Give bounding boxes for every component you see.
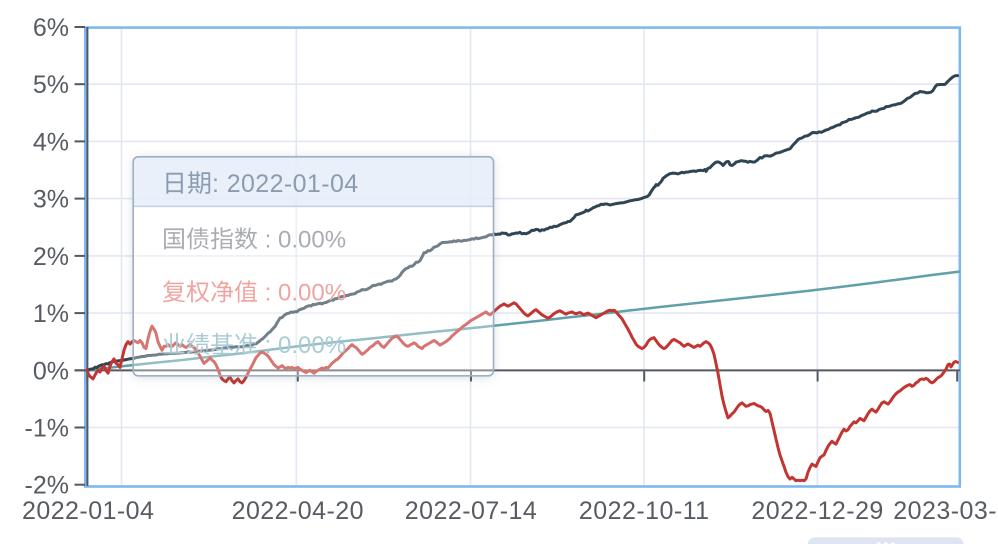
svg-text:3%: 3% (33, 186, 69, 214)
svg-text:2022-10-11: 2022-10-11 (579, 497, 710, 525)
svg-text:-1%: -1% (25, 415, 69, 443)
svg-text:4%: 4% (33, 128, 69, 156)
svg-text:2023-03-17: 2023-03-17 (893, 497, 998, 525)
svg-text:: 0.00%: : 0.00% (258, 332, 346, 359)
svg-text:: 0.00%: : 0.00% (258, 280, 346, 307)
svg-text:: 0.00%: : 0.00% (258, 227, 346, 254)
svg-text:: 2022-01-04: : 2022-01-04 (212, 170, 359, 198)
svg-text:5%: 5% (33, 71, 69, 99)
svg-text:2022-01-04: 2022-01-04 (22, 497, 154, 525)
svg-text:1%: 1% (33, 300, 69, 328)
svg-text:2%: 2% (33, 243, 69, 271)
svg-text:2022-07-14: 2022-07-14 (405, 497, 537, 525)
svg-text:0%: 0% (33, 357, 69, 385)
svg-text:2022-12-29: 2022-12-29 (751, 497, 883, 525)
svg-text:-2%: -2% (25, 472, 69, 500)
svg-text:2022-04-20: 2022-04-20 (232, 497, 364, 525)
svg-text:6%: 6% (33, 14, 69, 42)
